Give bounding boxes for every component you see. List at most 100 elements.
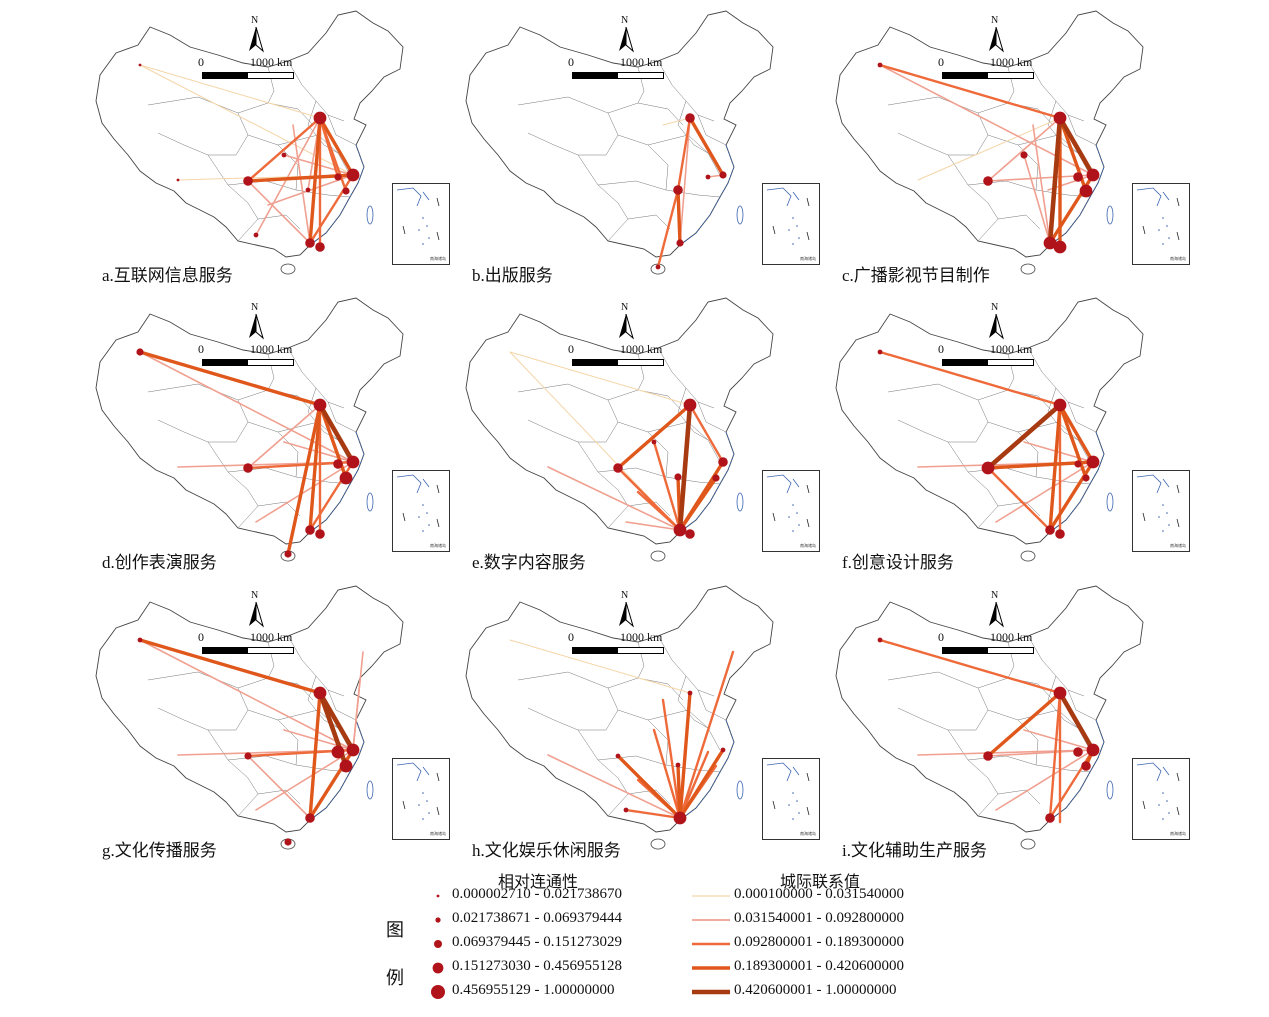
province-boundary	[237, 789, 301, 817]
city-node-nj	[334, 173, 342, 181]
inset-label: 南海诸岛	[430, 831, 446, 836]
city-node-km	[253, 232, 259, 238]
province-boundary	[1047, 675, 1079, 729]
city-node-gz	[673, 523, 687, 537]
south-china-sea-inset: 南海诸岛	[392, 470, 450, 552]
city-link-cd-gz	[247, 180, 311, 244]
north-arrow-icon: N	[616, 15, 636, 53]
china-map-e	[465, 297, 774, 562]
province-boundary	[647, 709, 721, 751]
scale-end-label: 1000 km	[620, 342, 663, 356]
taiwan-island	[366, 205, 374, 225]
map-panel-d: N 0 1000 km 南海诸岛 d.创作表演服务	[88, 292, 450, 582]
city-node-hz	[1079, 184, 1093, 198]
province-boundary	[147, 383, 249, 443]
province-boundary	[607, 389, 684, 413]
map-panel-e: N 0 1000 km 南海诸岛 e.数字内容服务	[458, 292, 820, 582]
province-boundary	[617, 421, 669, 478]
hainan-island	[650, 550, 666, 562]
city-link-ls-gz	[547, 466, 681, 531]
province-boundary	[607, 677, 684, 701]
city-link-wh-hk	[656, 188, 680, 269]
taiwan-island	[1106, 780, 1114, 800]
province-boundary	[327, 689, 357, 721]
province-boundary	[517, 96, 619, 156]
province-boundary	[597, 755, 667, 766]
city-link-bj-sh	[688, 403, 725, 464]
city-link-gz-ty	[661, 698, 682, 820]
city-node-cd	[983, 751, 993, 761]
legend-node-symbol-4	[432, 962, 444, 974]
hainan-island	[1020, 550, 1036, 562]
city-link-sy-sh	[352, 679, 361, 751]
city-node-cd	[983, 176, 993, 186]
inset-label: 南海诸岛	[800, 543, 816, 548]
province-boundary	[617, 709, 669, 766]
city-link-xa-sh	[283, 154, 354, 176]
hainan-island	[650, 838, 666, 850]
city-link-wh-gz	[676, 188, 682, 245]
city-link-bj-wh	[676, 116, 692, 192]
city-link-bj-cd	[246, 116, 322, 183]
city-link-bj-gz	[308, 403, 322, 532]
legend-link-class-4: 0.189300001 - 0.420600000	[734, 958, 904, 974]
legend-link-class-5: 0.420600001 - 1.00000000	[734, 982, 897, 998]
city-node-ur	[877, 637, 883, 643]
city-link-ur-bj	[509, 351, 691, 406]
city-link-ur-bj	[509, 639, 691, 694]
province-boundary	[207, 441, 259, 507]
scale-bar-graphic	[572, 647, 664, 654]
south-china-sea-inset: 南海诸岛	[762, 758, 820, 840]
city-node-sh	[1086, 743, 1100, 757]
province-boundary	[577, 154, 629, 220]
city-link-gz-ls	[547, 754, 681, 819]
north-arrow-icon: N	[246, 15, 266, 53]
province-boundary	[237, 214, 301, 242]
legend: 相对连通性 城际联系值 图 例 0.000002710 - 0.02173867…	[380, 860, 940, 1010]
province-boundary	[1067, 401, 1097, 433]
province-boundary	[977, 501, 1041, 529]
china-map-h	[465, 585, 774, 850]
city-link-bj-hz	[1058, 403, 1088, 480]
province-boundary	[967, 755, 1037, 766]
city-link-km-bj	[255, 117, 321, 236]
coastline	[1049, 719, 1105, 821]
taiwan-island	[736, 780, 744, 800]
city-node-ur	[136, 348, 144, 356]
city-node-nj	[1073, 747, 1083, 757]
south-china-sea-inset: 南海诸岛	[1132, 470, 1190, 552]
scale-end-label: 1000 km	[990, 342, 1033, 356]
city-node-xa	[281, 152, 287, 158]
city-node-sh	[719, 171, 727, 179]
scale-zero-label: 0	[568, 630, 574, 644]
city-link-km-sh	[255, 461, 354, 523]
city-link-cd-bj	[987, 117, 1061, 182]
legend-link-class-2: 0.031540001 - 0.092800000	[734, 910, 904, 926]
taiwan-island	[736, 205, 744, 225]
city-node-ur	[137, 637, 143, 643]
city-link-gz-xa	[652, 728, 682, 820]
city-node-hk	[284, 838, 292, 846]
city-node-ls	[176, 178, 180, 182]
city-node-hz	[339, 759, 353, 773]
city-node-nj	[333, 459, 343, 469]
city-node-ur	[138, 63, 142, 67]
panel-label-b: b.出版服务	[472, 266, 553, 285]
taiwan-island	[1106, 492, 1114, 512]
panel-label-g: g.文化传播服务	[102, 841, 217, 860]
north-letter: N	[621, 15, 629, 26]
panel-label-c: c.广播影视节目制作	[842, 266, 990, 285]
north-letter: N	[991, 15, 999, 26]
province-boundary	[227, 180, 297, 191]
city-node-ur	[877, 62, 883, 68]
province-boundary	[577, 441, 629, 507]
legend-node-symbol-5	[431, 985, 445, 999]
scale-zero-label: 0	[198, 342, 204, 356]
city-link-xa-gz	[652, 440, 682, 532]
city-link-bj-gz	[677, 402, 693, 533]
legend-node-class-3: 0.069379445 - 0.151273029	[452, 934, 622, 950]
coastline	[679, 144, 735, 246]
city-node-nj	[705, 174, 711, 180]
legend-node-class-1: 0.000002710 - 0.021738670	[452, 886, 622, 902]
inset-label: 南海诸岛	[430, 543, 446, 548]
